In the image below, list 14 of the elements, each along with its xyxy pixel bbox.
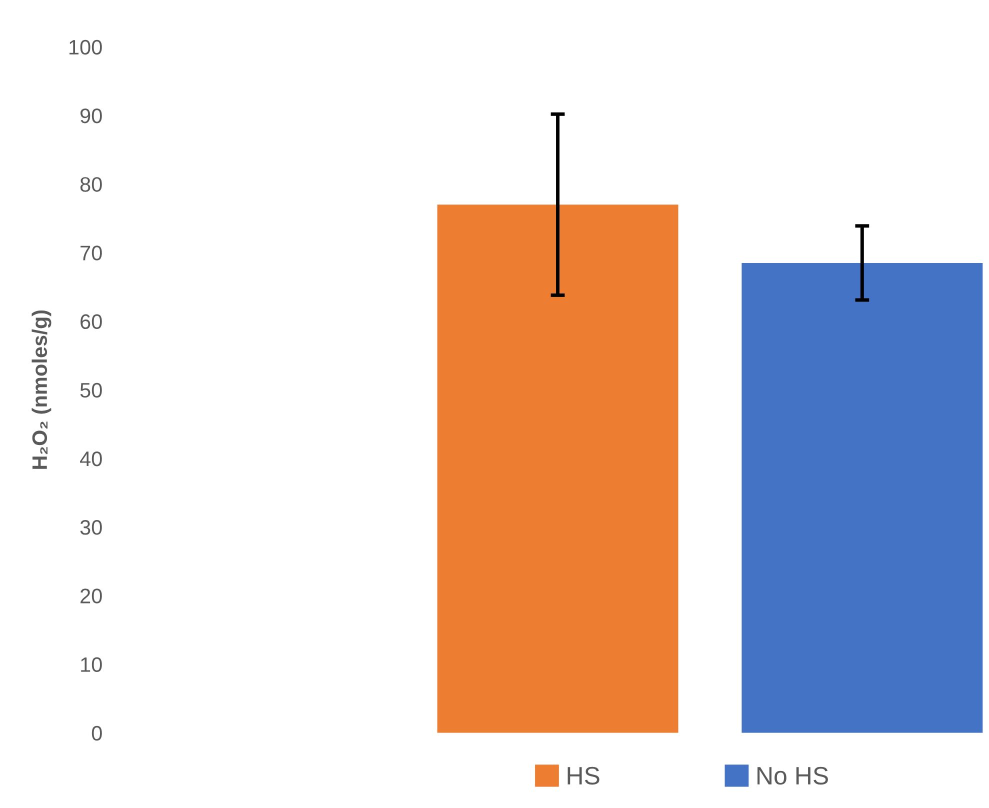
y-tick-label: 70	[80, 246, 102, 260]
y-tick-label: 80	[80, 177, 102, 192]
y-tick-label: 50	[80, 382, 102, 398]
y-tick-label: 100	[70, 40, 102, 55]
y-tick-label: 10	[81, 657, 102, 672]
y-tick-label: 40	[80, 451, 102, 466]
legend-label: HS	[568, 766, 600, 785]
y-tick-label: 90	[80, 108, 102, 124]
y-axis-title: H₂O₂ (nmoles/g)	[32, 310, 52, 469]
legend-label: No HS	[758, 766, 828, 785]
y-tick-label: 20	[80, 588, 102, 604]
y-tick-label: 60	[80, 314, 102, 330]
y-tick-label: 0	[92, 726, 102, 741]
y-tick-label: 30	[80, 520, 102, 535]
